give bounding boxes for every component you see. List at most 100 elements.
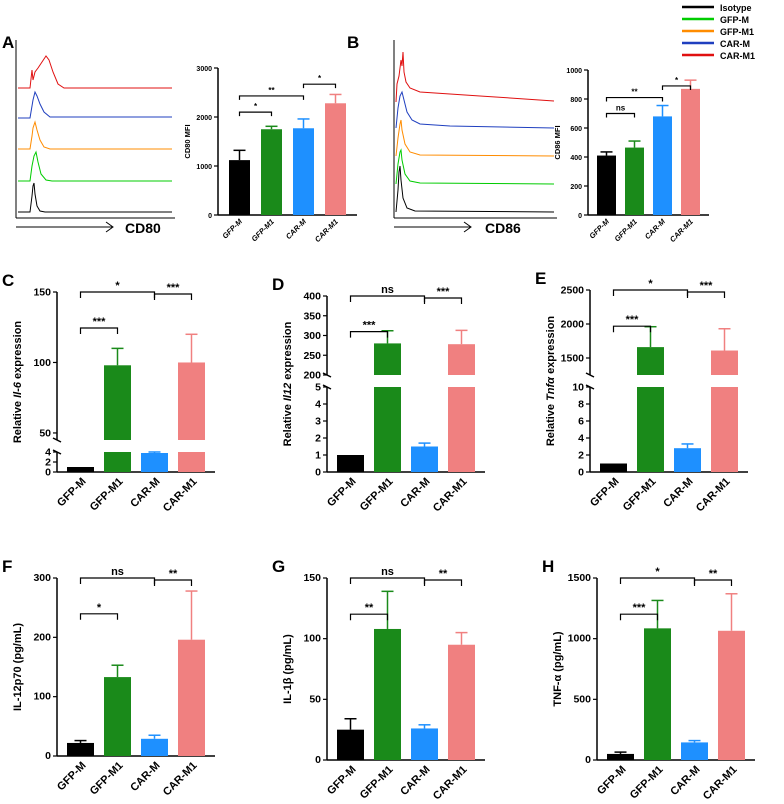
y-tick-label: 5 xyxy=(315,382,321,394)
bar-car-m xyxy=(681,742,708,760)
x-tick-label: CAR-M1 xyxy=(161,476,200,515)
y-tick-label: 0 xyxy=(45,467,51,479)
y-axis-label: TNF-α (pg/mL) xyxy=(552,631,564,707)
y-tick-label: 6 xyxy=(578,416,584,428)
y-tick-label: 2 xyxy=(578,450,584,462)
flow-b-arrowhead xyxy=(463,221,472,233)
x-tick-label: GFP-M1 xyxy=(613,217,639,243)
y-tick-label: 600 xyxy=(570,126,582,133)
x-tick-label: CAR-M xyxy=(668,764,702,798)
x-tick-label: CAR-M xyxy=(661,476,695,510)
x-tick-label: CAR-M xyxy=(284,217,309,242)
significance-label: *** xyxy=(700,280,714,292)
significance-label: * xyxy=(655,566,660,578)
bar-car-m1-upper xyxy=(711,350,738,375)
x-tick-label: CAR-M1 xyxy=(431,476,470,515)
significance-bracket xyxy=(349,331,389,338)
panel-letter: H xyxy=(542,557,554,576)
significance-label: *** xyxy=(93,316,107,328)
y-tick-label: 50 xyxy=(39,427,51,439)
x-tick-label: GFP-M xyxy=(55,760,89,794)
x-tick-label: GFP-M xyxy=(220,217,244,241)
bar-car-m1 xyxy=(325,103,346,215)
significance-label: *** xyxy=(633,602,647,614)
bar-car-m1 xyxy=(681,88,700,215)
significance-label: *** xyxy=(626,314,640,326)
x-tick-label: GFP-M1 xyxy=(621,476,659,514)
panel-letter: G xyxy=(272,557,285,576)
y-tick-label: 2 xyxy=(315,433,321,445)
bar-gfp-m xyxy=(337,455,364,472)
chart-c: 024 50 100 150 Relative Il-6 expression C GFP-… xyxy=(2,271,215,514)
axis-break-mark xyxy=(585,372,595,378)
significance-bracket xyxy=(238,95,305,100)
y-tick-label: 0 xyxy=(585,754,591,766)
y-tick-label: 4 xyxy=(578,433,584,445)
significance-label: *** xyxy=(437,286,451,298)
significance-label: ** xyxy=(709,568,718,580)
flow-a-curve-isotype xyxy=(18,182,172,213)
y-axis-label: IL-1β (pg/mL) xyxy=(282,634,294,704)
significance-bracket xyxy=(153,579,193,586)
flow-a-curve-gfp-m1 xyxy=(18,120,172,150)
x-tick-label: CAR-M xyxy=(398,764,432,798)
bar-car-m1 xyxy=(711,387,738,472)
flow-b-curve-gfp-m1 xyxy=(395,119,555,157)
y-tick-label: 1500 xyxy=(561,353,585,365)
flow-b-curve-gfp-m xyxy=(395,148,555,185)
significance-label: ** xyxy=(268,86,275,95)
chart-g: 0 50 100 150 IL-1β (pg/mL) G GFP-M GFP-M1 CAR-MC… xyxy=(272,557,485,802)
y-tick-label: 1000 xyxy=(566,68,582,75)
y-axis-label: CD80 MFI xyxy=(183,124,192,158)
y-tick-label: 2500 xyxy=(561,285,585,297)
y-axis-label-pre: Relative xyxy=(282,401,294,446)
y-tick-label: 100 xyxy=(33,691,51,703)
y-tick-label: 4 xyxy=(315,399,321,411)
bar-car-m xyxy=(141,738,168,756)
y-tick-label: 0 xyxy=(578,467,584,479)
bar-car-m1 xyxy=(178,639,205,756)
x-tick-label: GFP-M xyxy=(587,217,611,241)
bar-gfp-m1-upper xyxy=(104,365,131,440)
x-tick-label: GFP-M1 xyxy=(88,476,126,514)
x-tick-label: GFP-M xyxy=(325,476,359,510)
y-axis-label: CD86 MFI xyxy=(553,125,562,159)
flow-b-curve-isotype xyxy=(395,165,555,213)
y-axis-label-gene: Il-6 xyxy=(12,381,24,398)
y-tick-label: 400 xyxy=(570,155,582,162)
y-axis-label: Relative Tnfα expression xyxy=(545,316,557,447)
significance-bracket xyxy=(238,111,273,117)
legend-label-gfp-m: GFP-M xyxy=(720,15,749,25)
flow-b-curve-car-m1 xyxy=(395,51,555,103)
significance-label: * xyxy=(115,280,120,292)
significance-bracket xyxy=(79,291,156,298)
significance-bracket xyxy=(619,613,659,621)
y-tick-label: 1000 xyxy=(568,633,592,645)
x-tick-label: CAR-M1 xyxy=(668,217,695,244)
significance-label: * xyxy=(254,102,258,111)
y-axis-label-pre: Relative xyxy=(12,398,24,443)
significance-label: * xyxy=(318,74,322,83)
y-tick-label: 4 xyxy=(45,447,51,459)
bar-gfp-m xyxy=(337,729,364,760)
significance-label: ** xyxy=(365,602,374,614)
y-tick-label: 1500 xyxy=(568,572,592,584)
y-tick-label: 150 xyxy=(303,572,321,584)
y-tick-label: 1000 xyxy=(196,164,212,171)
significance-label: * xyxy=(648,278,653,290)
x-tick-label: CAR-M xyxy=(128,476,162,510)
y-axis-label-post: expression xyxy=(545,316,557,377)
bar-gfp-m1-upper xyxy=(637,347,664,375)
bar-gfp-m1 xyxy=(644,628,671,760)
flow-a-arrowhead xyxy=(105,221,114,233)
x-tick-label: GFP-M1 xyxy=(358,764,396,802)
significance-label: * xyxy=(675,76,679,85)
x-tick-label: CAR-M1 xyxy=(701,764,740,803)
y-axis-label-gene: Il12 xyxy=(282,383,294,401)
y-tick-label: 100 xyxy=(303,633,321,645)
bar-gfp-m1 xyxy=(374,628,401,760)
significance-bracket xyxy=(79,327,119,334)
y-tick-label: 0 xyxy=(578,213,582,220)
